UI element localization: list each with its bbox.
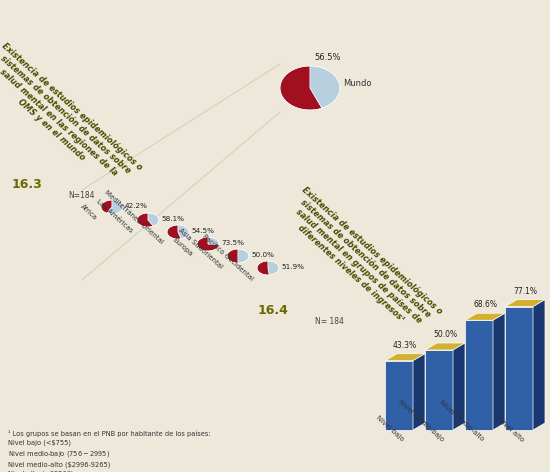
Text: 54.5%: 54.5% — [191, 228, 214, 234]
Text: 43.3%: 43.3% — [393, 341, 417, 350]
Text: África: África — [79, 202, 98, 221]
Polygon shape — [385, 361, 413, 430]
Text: Mundo: Mundo — [343, 78, 371, 87]
Polygon shape — [257, 261, 270, 275]
Text: Nivel bajo: Nivel bajo — [375, 415, 405, 442]
Polygon shape — [505, 300, 545, 307]
Polygon shape — [227, 249, 238, 263]
Polygon shape — [167, 225, 181, 239]
Text: Europa: Europa — [172, 236, 194, 257]
Text: 56.5%: 56.5% — [314, 53, 340, 62]
Text: Existencia de estudios epidemiológicos o
sistemas de obtención de datos sobre
sa: Existencia de estudios epidemiológicos o… — [0, 41, 145, 195]
Text: Pacífico Occidental: Pacífico Occidental — [201, 233, 254, 281]
Polygon shape — [465, 313, 505, 320]
Polygon shape — [385, 354, 425, 361]
Text: 73.5%: 73.5% — [221, 240, 244, 246]
Text: 16.4: 16.4 — [258, 303, 289, 317]
Text: N= 184: N= 184 — [315, 318, 344, 327]
Polygon shape — [425, 343, 465, 350]
Polygon shape — [101, 200, 112, 213]
Polygon shape — [238, 249, 249, 263]
Polygon shape — [137, 213, 153, 227]
Text: Nivel alto: Nivel alto — [496, 416, 525, 442]
Polygon shape — [208, 237, 219, 244]
Polygon shape — [178, 225, 189, 239]
Text: 50.0%: 50.0% — [251, 252, 274, 258]
Text: 58.1%: 58.1% — [161, 216, 184, 222]
Text: N=184: N=184 — [68, 192, 95, 201]
Text: Nivel medio-bajo: Nivel medio-bajo — [397, 398, 445, 442]
Text: 68.6%: 68.6% — [473, 300, 497, 309]
Text: ¹ Los grupos se basan en el PNB por habitante de los países:
Nivel bajo (<$755)
: ¹ Los grupos se basan en el PNB por habi… — [8, 430, 211, 472]
Polygon shape — [107, 200, 123, 214]
Polygon shape — [413, 354, 425, 430]
Polygon shape — [493, 313, 505, 430]
Polygon shape — [280, 66, 322, 110]
Text: Las Américas: Las Américas — [96, 198, 134, 234]
Polygon shape — [505, 307, 533, 430]
Text: 16.3: 16.3 — [12, 178, 43, 192]
Polygon shape — [465, 320, 493, 430]
Text: 50.0%: 50.0% — [433, 330, 457, 339]
Polygon shape — [425, 350, 453, 430]
Text: Existencia de estudios epidemiológicos o
sistemas de obtención de datos sobre
sa: Existencia de estudios epidemiológicos o… — [279, 185, 444, 339]
Text: 77.1%: 77.1% — [513, 287, 537, 295]
Polygon shape — [533, 300, 545, 430]
Text: Asia Sudoriental: Asia Sudoriental — [178, 227, 224, 270]
Polygon shape — [310, 66, 340, 108]
Text: Nivel medio-alto: Nivel medio-alto — [438, 400, 485, 442]
Text: 51.9%: 51.9% — [281, 264, 304, 270]
Polygon shape — [148, 213, 159, 226]
Text: 42.2%: 42.2% — [125, 203, 148, 209]
Text: Mediterráneo Oriental: Mediterráneo Oriental — [103, 190, 164, 245]
Polygon shape — [268, 261, 279, 275]
Polygon shape — [453, 343, 465, 430]
Polygon shape — [197, 237, 219, 251]
